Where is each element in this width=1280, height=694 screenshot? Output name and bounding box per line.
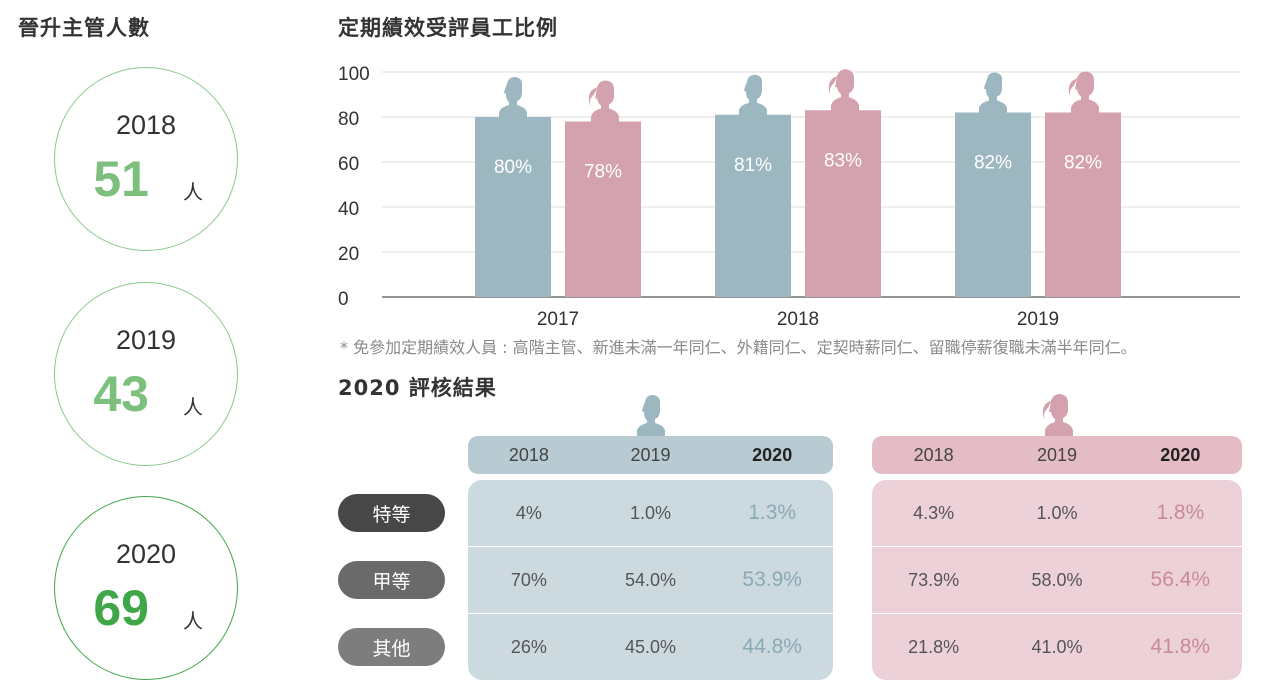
promotion-circle-2020: 2020 69 人 [54, 496, 238, 680]
table-row: 4% 1.0% 1.3% [468, 480, 833, 547]
female-silhouette-icon [1068, 71, 1099, 114]
male-cell-highlight: 44.8% [742, 635, 802, 658]
male-silhouette-icon [637, 395, 665, 436]
bar-value-label: 83% [824, 150, 862, 171]
promotion-count: 51 [93, 151, 149, 207]
bar-chart: 0 20 40 60 80 100 80% 78% 2017 81% 83% 2018 82% 82% 20… [338, 64, 1240, 330]
male-cell-highlight: 1.3% [748, 501, 797, 524]
grade-label-special: 特等 [338, 494, 445, 532]
female-cell-highlight: 1.8% [1156, 501, 1205, 524]
chart-title: 定期績效受評員工比例 [338, 16, 558, 40]
female-cell: 1.0% [1036, 502, 1078, 523]
male-header-year: 2019 [630, 444, 671, 465]
promotion-unit: 人 [183, 395, 203, 419]
male-cell: 4% [515, 502, 542, 523]
male-header-year: 2020 [752, 444, 793, 465]
male-cell-highlight: 53.9% [742, 568, 802, 591]
chart-footnote: * 免參加定期績效人員 : 高階主管、新進未滿一年同仁、外籍同仁、定契時薪同仁、… [340, 338, 1137, 357]
female-cell: 4.3% [913, 502, 955, 523]
grade-label-a: 甲等 [338, 561, 445, 599]
promotion-count: 43 [93, 366, 149, 422]
promotion-circle-2019: 2019 43 人 [54, 282, 238, 466]
female-header-year: 2019 [1036, 444, 1078, 465]
female-table: 4.3% 1.0% 1.8% 73.9% 58.0% 56.4% 21.8% 4… [872, 480, 1242, 680]
x-tick-label: 2018 [777, 309, 819, 330]
female-cell: 73.9% [908, 569, 960, 590]
male-silhouette-icon [979, 72, 1007, 114]
bar-value-label: 82% [974, 153, 1012, 174]
grade-label-other: 其他 [338, 628, 445, 666]
bar-female [805, 110, 881, 297]
promotion-year: 2020 [115, 539, 177, 569]
y-tick-label: 80 [338, 109, 359, 130]
female-table-header: 2018 2019 2020 [872, 436, 1242, 474]
bar-value-label: 81% [734, 155, 772, 176]
y-tick-label: 0 [338, 289, 349, 310]
table-row: 4.3% 1.0% 1.8% [872, 480, 1242, 547]
table-row: 21.8% 41.0% 41.8% [872, 614, 1242, 680]
x-tick-label: 2017 [537, 309, 579, 330]
female-header-year: 2018 [913, 444, 954, 465]
female-silhouette-icon [1042, 394, 1073, 436]
y-tick-label: 20 [338, 244, 359, 265]
promotion-title: 晉升主管人數 [18, 16, 150, 40]
male-cell: 26% [510, 636, 547, 657]
promotion-circle-2018: 2018 51 人 [54, 67, 238, 251]
male-cell: 45.0% [624, 636, 677, 657]
y-tick-label: 40 [338, 199, 359, 220]
promotion-year: 2018 [115, 110, 177, 140]
promotion-count: 69 [93, 580, 149, 636]
male-silhouette-icon [739, 74, 767, 116]
female-cell-highlight: 41.8% [1150, 635, 1211, 658]
bar-value-label: 78% [584, 162, 622, 183]
bar-value-label: 82% [1064, 153, 1102, 174]
female-cell-highlight: 56.4% [1150, 568, 1211, 591]
male-silhouette-icon [499, 77, 527, 118]
table-row: 73.9% 58.0% 56.4% [872, 547, 1242, 614]
male-header-year: 2018 [508, 444, 549, 465]
female-silhouette-icon [588, 80, 619, 123]
table-row: 26% 45.0% 44.8% [468, 614, 833, 680]
promotion-year: 2019 [115, 325, 177, 355]
bar-male [475, 117, 551, 297]
y-tick-label: 60 [338, 154, 359, 175]
male-table-header: 2018 2019 2020 [468, 436, 833, 474]
male-cell: 1.0% [629, 502, 672, 523]
table-row: 70% 54.0% 53.9% [468, 547, 833, 614]
bar-female [1045, 112, 1121, 297]
bar-male [715, 114, 791, 297]
female-cell: 58.0% [1031, 569, 1083, 590]
y-tick-label: 100 [338, 64, 370, 85]
promotion-unit: 人 [183, 180, 203, 204]
bar-value-label: 80% [494, 157, 532, 178]
male-table: 4% 1.0% 1.3% 70% 54.0% 53.9% 26% 45.0% 4… [468, 480, 833, 680]
bar-male [955, 112, 1031, 297]
male-cell: 70% [510, 569, 547, 590]
female-silhouette-icon [828, 69, 859, 112]
promotion-unit: 人 [183, 609, 203, 633]
x-tick-label: 2019 [1017, 309, 1059, 330]
review-title: 2020 評核結果 [338, 376, 497, 400]
female-cell: 41.0% [1031, 636, 1083, 657]
bar-female [565, 121, 641, 297]
female-cell: 21.8% [908, 636, 960, 657]
female-header-year: 2020 [1160, 444, 1201, 465]
male-cell: 54.0% [624, 569, 677, 590]
